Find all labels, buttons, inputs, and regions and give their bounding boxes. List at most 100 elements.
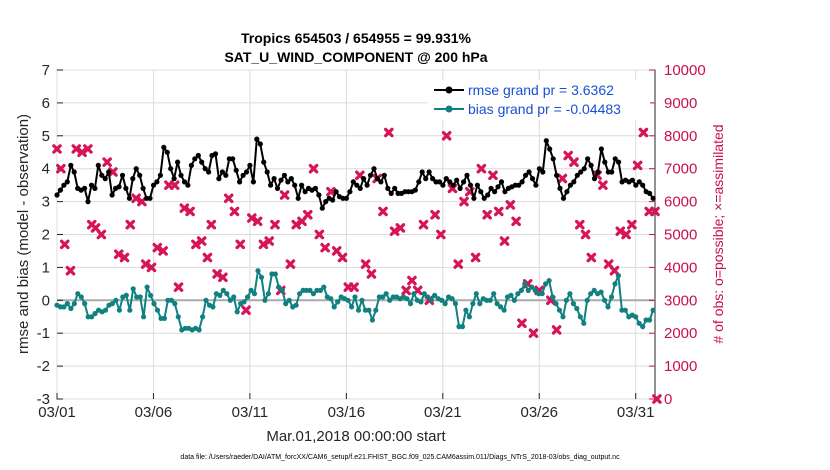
obs-count-marker bbox=[598, 180, 608, 190]
bias-point bbox=[82, 301, 88, 307]
bias-point bbox=[102, 307, 109, 313]
bias-point bbox=[647, 317, 653, 323]
bias-point bbox=[380, 294, 386, 300]
obs-count-marker bbox=[152, 242, 163, 253]
obs-count-marker bbox=[407, 275, 417, 286]
obs-count-marker bbox=[113, 249, 124, 260]
rmse-point bbox=[188, 162, 194, 168]
bias-point bbox=[317, 287, 323, 293]
x-tick-label: 03/16 bbox=[328, 404, 366, 421]
rmse-point bbox=[243, 169, 250, 175]
rmse-point bbox=[567, 182, 574, 188]
bias-point bbox=[428, 297, 434, 303]
rmse-point bbox=[540, 169, 546, 175]
obs-count-marker bbox=[302, 209, 313, 220]
obs-count-marker bbox=[264, 236, 274, 246]
x-tick-label: 03/11 bbox=[232, 404, 268, 421]
rmse-point bbox=[230, 156, 236, 162]
rmse-point bbox=[412, 187, 418, 193]
bias-point bbox=[498, 304, 504, 310]
bias-point bbox=[92, 310, 98, 317]
rmse-point bbox=[299, 182, 305, 188]
rmse-point bbox=[261, 159, 267, 165]
y-tick-label: 3 bbox=[42, 194, 50, 211]
obs-count-marker bbox=[453, 259, 464, 269]
obs-count-marker bbox=[569, 157, 579, 167]
bias-point bbox=[279, 287, 285, 293]
rmse-point bbox=[354, 182, 360, 188]
rmse-point bbox=[254, 136, 260, 142]
obs-count-marker bbox=[418, 219, 429, 230]
rmse-point bbox=[68, 162, 74, 168]
obs-count-marker bbox=[77, 147, 87, 158]
obs-count-marker bbox=[551, 325, 562, 335]
rmse-point bbox=[364, 182, 370, 188]
bias-point bbox=[487, 297, 493, 303]
bias-point bbox=[494, 301, 500, 307]
rmse-point bbox=[95, 162, 101, 168]
rmse-point bbox=[316, 192, 322, 198]
bias-point bbox=[248, 287, 254, 293]
bias-point bbox=[352, 294, 358, 300]
y2-tick-label: 2000 bbox=[664, 325, 697, 342]
rmse-point bbox=[526, 169, 532, 175]
bias-point bbox=[321, 284, 327, 290]
bias-point bbox=[234, 309, 240, 315]
rmse-point bbox=[612, 156, 618, 162]
rmse-point bbox=[467, 182, 474, 188]
rmse-point bbox=[82, 185, 88, 191]
bias-point bbox=[68, 305, 74, 312]
y2-tick-label: 8000 bbox=[664, 128, 697, 145]
y-tick-label: 6 bbox=[42, 95, 50, 112]
rmse-point bbox=[440, 182, 446, 188]
rmse-point bbox=[271, 176, 277, 182]
rmse-point bbox=[102, 176, 108, 182]
bias-point bbox=[137, 294, 143, 300]
obs-count-marker bbox=[96, 229, 107, 240]
bias-point bbox=[217, 292, 223, 298]
obs-count-marker bbox=[169, 180, 180, 190]
rmse-point bbox=[481, 195, 487, 201]
obs-count-marker bbox=[241, 305, 251, 315]
rmse-point bbox=[547, 146, 553, 152]
legend: rmse grand pr = 3.6362 bias grand pr = -… bbox=[428, 80, 650, 120]
rmse-point bbox=[64, 179, 70, 185]
obs-count-marker bbox=[470, 252, 481, 263]
obs-count-marker bbox=[499, 236, 510, 246]
rmse-point bbox=[519, 179, 525, 185]
obs-count-marker bbox=[191, 239, 201, 250]
obs-count-marker bbox=[52, 144, 62, 154]
obs-count-marker bbox=[476, 163, 487, 174]
rmse-point bbox=[495, 184, 501, 190]
bias-point bbox=[71, 301, 77, 307]
rmse-point bbox=[378, 179, 384, 185]
rmse-point bbox=[347, 189, 353, 195]
rmse-point bbox=[137, 172, 143, 178]
bias-point bbox=[550, 294, 556, 300]
rmse-point bbox=[543, 138, 549, 144]
rmse-point bbox=[588, 162, 594, 168]
bias-point bbox=[369, 317, 375, 323]
bias-point bbox=[491, 291, 497, 297]
rmse-point bbox=[374, 176, 380, 182]
obs-count-marker bbox=[627, 219, 637, 230]
bias-point bbox=[598, 289, 604, 295]
bias-point bbox=[421, 291, 427, 297]
obs-count-marker bbox=[247, 213, 257, 223]
rmse-point bbox=[116, 184, 122, 190]
rmse-point bbox=[319, 205, 325, 211]
y2-tick-label: 0 bbox=[664, 391, 672, 408]
bias-point bbox=[130, 286, 136, 292]
rmse-point bbox=[195, 152, 201, 159]
y-tick-label: 2 bbox=[42, 227, 50, 244]
rmse-point bbox=[219, 169, 225, 175]
obs-count-marker bbox=[609, 265, 620, 276]
rmse-point bbox=[106, 169, 112, 175]
rmse-point bbox=[264, 169, 270, 175]
rmse-point bbox=[367, 172, 374, 178]
rmse-point bbox=[109, 192, 115, 198]
rmse-point bbox=[237, 179, 243, 185]
bias-point bbox=[210, 304, 216, 310]
obs-count-marker bbox=[65, 265, 76, 276]
bias-point bbox=[459, 324, 466, 330]
